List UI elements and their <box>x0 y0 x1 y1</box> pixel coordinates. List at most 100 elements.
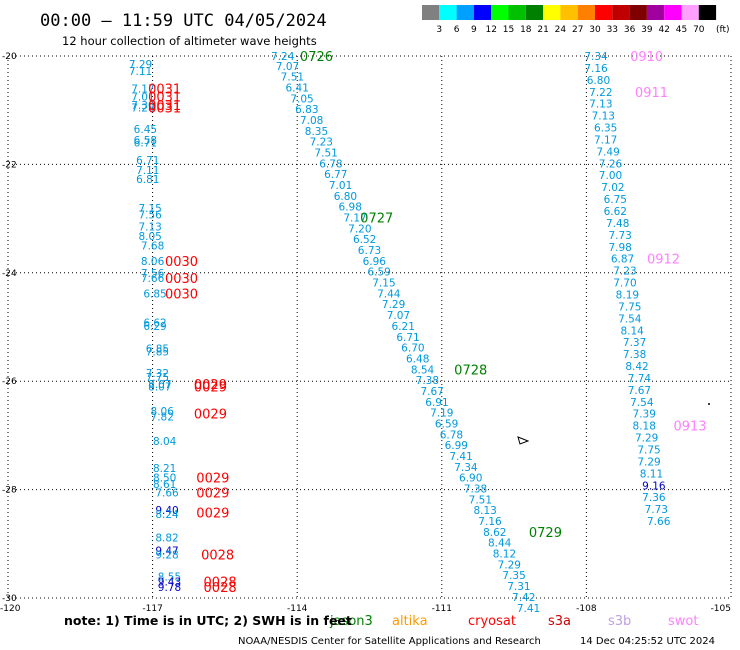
wave-height-value: 8.07 <box>148 379 171 391</box>
pass-time-label: 0911 <box>635 86 668 101</box>
color-scale-label: 9 <box>471 25 477 35</box>
wave-height-value: 8.44 <box>488 538 512 550</box>
pass-time-label: 0728 <box>454 363 487 378</box>
wave-height-value: 7.82 <box>151 411 174 423</box>
wave-height-value: 6.78 <box>319 158 342 170</box>
wave-height-value: 7.56 <box>141 268 165 280</box>
color-swatch <box>560 5 578 20</box>
wave-height-value: 9.16 <box>642 480 666 492</box>
wave-height-value: 9.28 <box>155 550 178 562</box>
wave-height-value: 7.41 <box>449 451 472 463</box>
wave-height-value: 6.91 <box>425 397 448 409</box>
wave-height-value: 8.82 <box>155 532 178 544</box>
x-tick-label: -111 <box>432 604 452 614</box>
wave-height-value: 7.07 <box>276 61 299 73</box>
color-swatch <box>543 5 561 20</box>
wave-height-value: 6.99 <box>445 440 468 452</box>
color-scale-label: 27 <box>572 25 583 35</box>
wave-height-value: 7.17 <box>343 213 366 225</box>
wave-height-value: 7.26 <box>599 158 623 170</box>
color-scale-label: 42 <box>658 25 669 35</box>
wave-height-value: 7.51 <box>281 72 304 84</box>
wave-height-value: 8.12 <box>493 549 516 561</box>
wave-height-value: 6.71 <box>134 138 157 150</box>
wave-height-value: 6.35 <box>594 123 617 135</box>
wave-height-value: 7.15 <box>138 203 161 215</box>
color-swatch <box>525 5 544 20</box>
y-tick-label: -20 <box>2 52 17 62</box>
color-scale-label: 45 <box>676 25 687 35</box>
color-scale-label: 39 <box>641 25 653 35</box>
color-swatch <box>595 5 613 20</box>
wave-height-value: 7.66 <box>141 273 165 285</box>
wave-height-value: 7.38 <box>623 349 646 361</box>
wave-height-value: 7.34 <box>454 462 478 474</box>
color-swatch <box>698 5 717 20</box>
y-tick-label: -22 <box>2 160 17 170</box>
x-tick-label: -114 <box>287 604 308 614</box>
wave-height-value: 6.58 <box>134 135 157 147</box>
wave-height-value: 7.38 <box>416 375 439 387</box>
wave-height-value: 8.11 <box>640 468 663 480</box>
color-swatch <box>491 5 509 20</box>
color-scale-label: 21 <box>537 25 548 35</box>
wave-height-value: 7.29 <box>637 456 660 468</box>
wave-height-value: 7.49 <box>596 146 619 158</box>
color-scale-unit: (ft) <box>716 25 730 35</box>
pass-time-label: 0029 <box>194 408 227 423</box>
wave-height-value: 6.21 <box>392 321 415 333</box>
wave-height-value: 6.80 <box>334 191 357 203</box>
pass-time-label: 0029 <box>194 378 227 393</box>
color-scale-label: 30 <box>589 25 601 35</box>
wave-height-value: 6.98 <box>339 202 362 214</box>
wave-height-value: 6.52 <box>353 234 376 246</box>
color-swatch <box>422 5 440 20</box>
wave-height-value: 6.45 <box>134 124 157 136</box>
wave-height-value: 7.98 <box>608 242 631 254</box>
wave-height-value: 6.71 <box>136 155 159 167</box>
wave-height-value: 7.70 <box>613 278 636 290</box>
pass-time-label: 0030 <box>165 287 198 302</box>
legend-altika: altika <box>392 614 428 629</box>
wave-height-value: 7.41 <box>517 603 540 615</box>
pass-time-label: 0028 <box>204 581 237 596</box>
wave-height-value: 8.35 <box>305 126 328 138</box>
wave-height-value: 8.13 <box>473 505 496 517</box>
wave-height-value: 7.48 <box>606 218 629 230</box>
wave-height-value: 7.74 <box>628 373 652 385</box>
wave-height-value: 7.23 <box>310 137 333 149</box>
wave-height-value: 6.83 <box>295 104 318 116</box>
wave-height-value: 6.87 <box>611 254 634 266</box>
pass-time-label: 0031 <box>148 99 181 114</box>
wave-height-value: 6.29 <box>143 321 166 333</box>
pass-time-label: 0029 <box>196 472 229 487</box>
wave-height-value: 7.24 <box>271 51 295 63</box>
wave-height-value: 7.29 <box>129 59 152 71</box>
wave-height-value: 7.29 <box>382 299 405 311</box>
wave-height-value: 8.05 <box>138 231 161 243</box>
wave-height-value: 8.61 <box>153 479 176 491</box>
color-scale-label: 24 <box>555 25 567 35</box>
footer-credit: NOAA/NESDIS Center for Satellite Applica… <box>238 636 541 647</box>
pass-time-label: 0912 <box>647 253 680 268</box>
footer-note: note: 1) Time is in UTC; 2) SWH is in fe… <box>64 613 352 628</box>
track-arrow-icon <box>517 436 530 445</box>
wave-height-value: 8.62 <box>483 527 506 539</box>
wave-height-value: 7.32 <box>146 368 169 380</box>
chart-subtitle: 12 hour collection of altimeter wave hei… <box>62 34 317 48</box>
wave-height-value: 7.68 <box>141 241 164 253</box>
plot-area: -120 -117 -114 -111 -108 -105 -20 -22 -24 -26 -28 -… <box>0 50 732 615</box>
wave-height-value: 7.73 <box>645 504 668 516</box>
wave-height-value: 8.06 <box>141 256 165 268</box>
wave-height-value: 7.29 <box>498 559 521 571</box>
wave-height-value: 9.47 <box>155 545 178 557</box>
wave-height-value: 9.43 <box>158 577 181 589</box>
color-scale-label: 70 <box>693 25 705 35</box>
wave-height-value: 8.50 <box>153 473 176 485</box>
color-scale-label: 6 <box>454 25 460 35</box>
color-swatch <box>664 5 682 20</box>
pass-time-label: 0910 <box>630 50 663 65</box>
pass-time-label: 0913 <box>673 420 706 435</box>
wave-height-value: 6.77 <box>324 169 347 181</box>
wave-height-value: 6.73 <box>358 245 381 257</box>
